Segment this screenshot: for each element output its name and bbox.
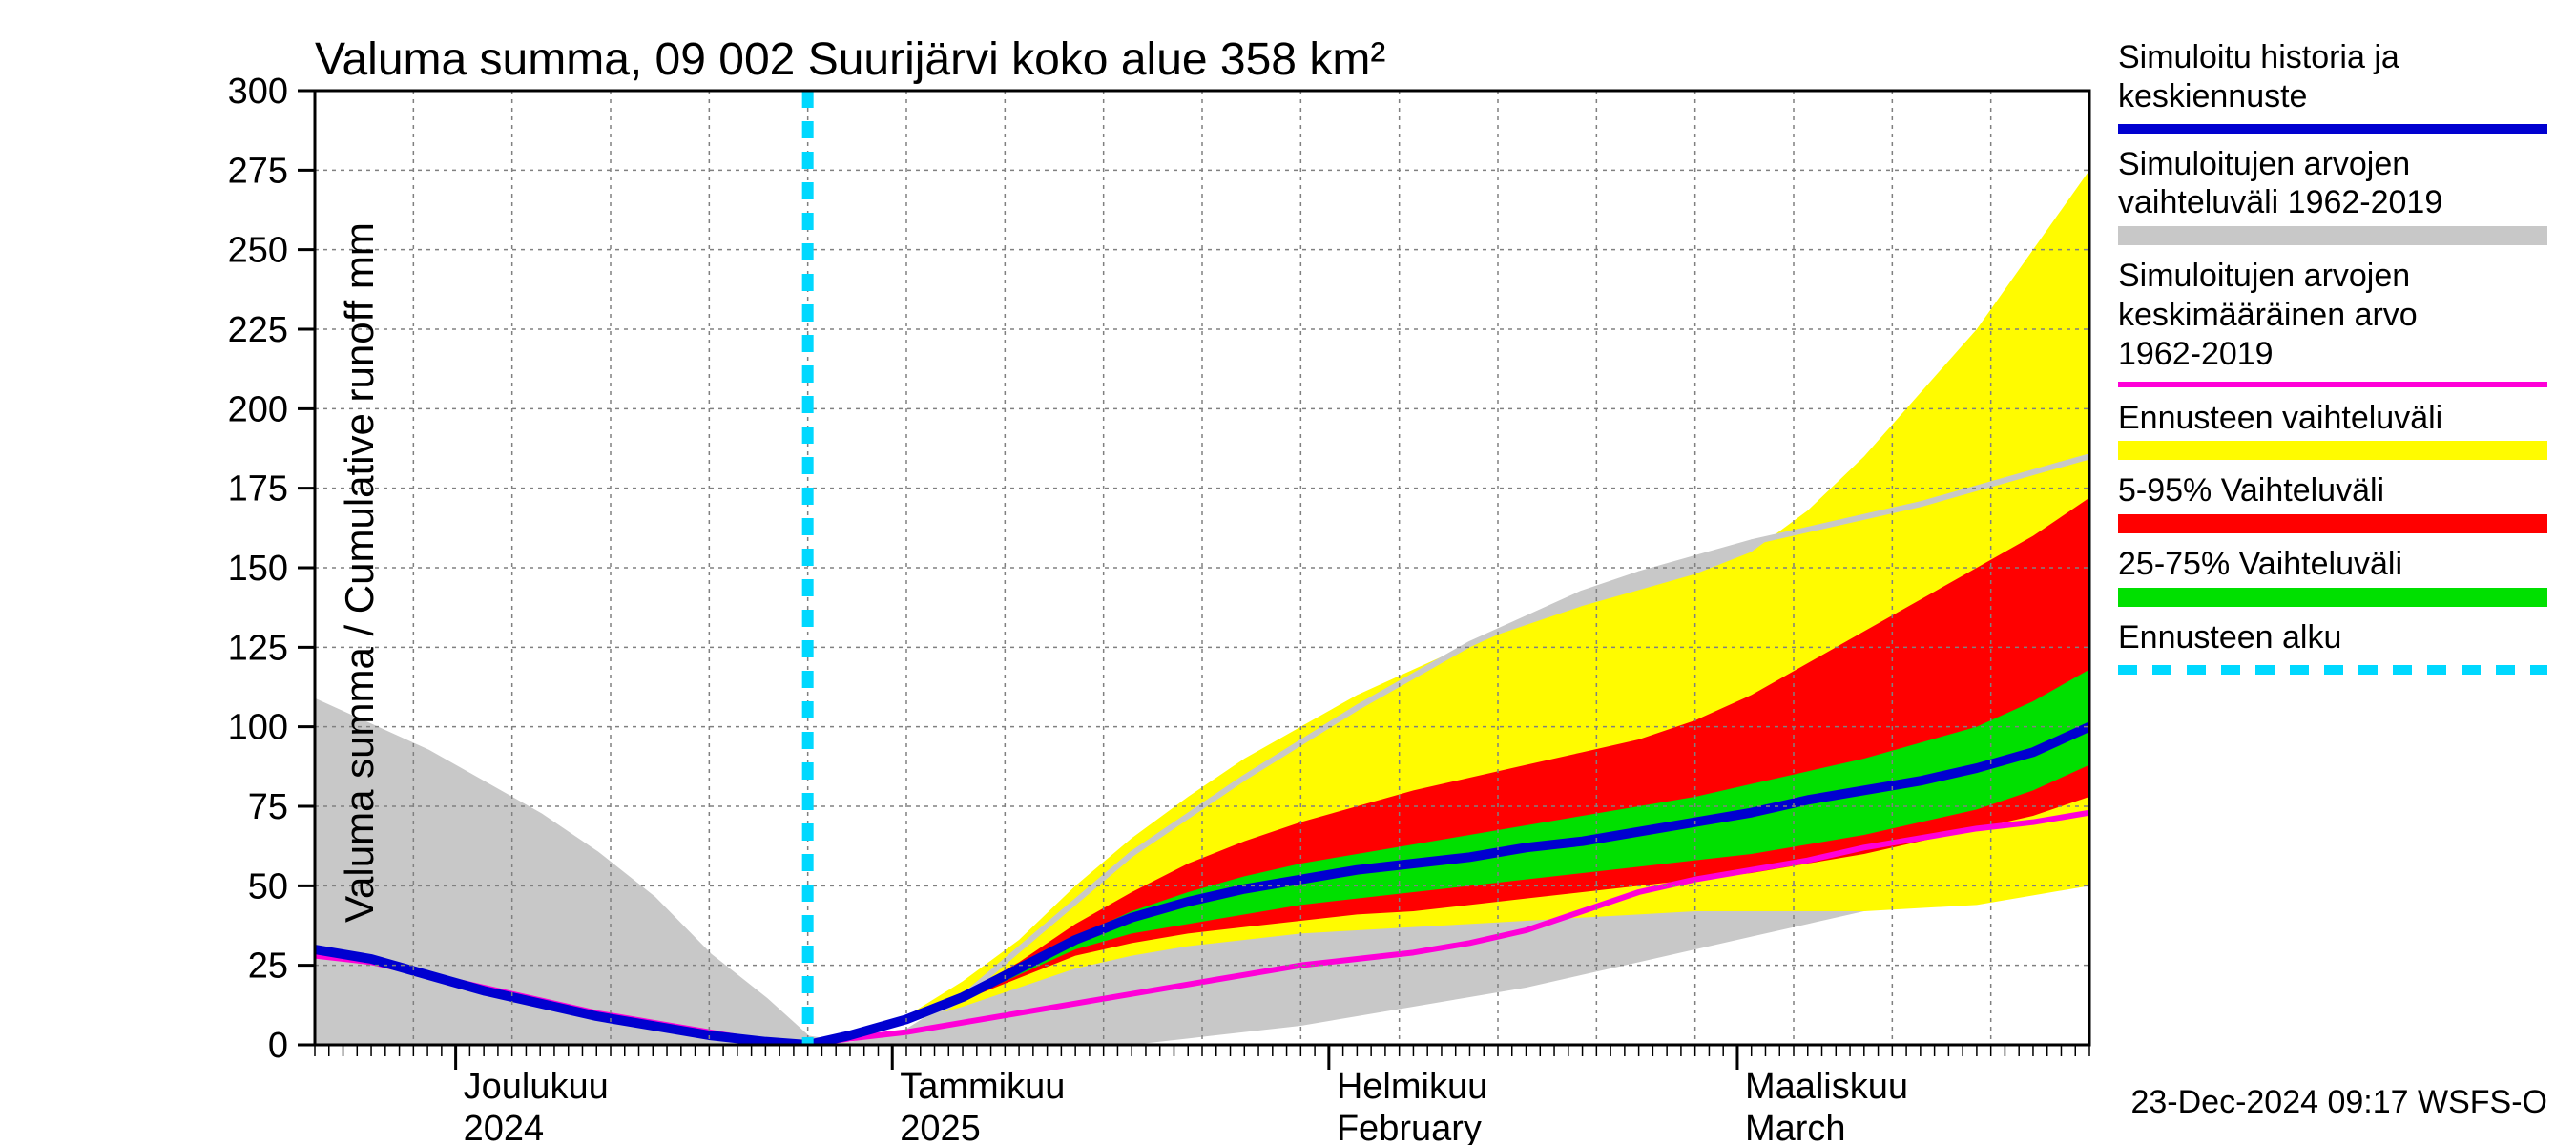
svg-text:250: 250 xyxy=(228,231,288,271)
legend-item: Simuloitujen arvojen vaihteluväli 1962-2… xyxy=(2118,145,2547,246)
timestamp: 23-Dec-2024 09:17 WSFS-O xyxy=(2130,1084,2547,1121)
legend-label: Ennusteen vaihteluväli xyxy=(2118,399,2547,438)
svg-text:150: 150 xyxy=(228,549,288,589)
chart-container: Valuma summa / Cumulative runoff mm Valu… xyxy=(0,0,2576,1145)
svg-text:2024: 2024 xyxy=(464,1109,545,1145)
legend-item: Ennusteen vaihteluväli xyxy=(2118,399,2547,461)
svg-text:50: 50 xyxy=(248,866,288,906)
svg-text:200: 200 xyxy=(228,389,288,429)
legend-label: Simuloitujen arvojen vaihteluväli 1962-2… xyxy=(2118,145,2547,223)
svg-text:0: 0 xyxy=(268,1026,288,1066)
svg-text:75: 75 xyxy=(248,787,288,827)
legend-item: Simuloitujen arvojen keskimääräinen arvo… xyxy=(2118,257,2547,386)
legend-item: 5-95% Vaihteluväli xyxy=(2118,471,2547,533)
svg-text:Tammikuu: Tammikuu xyxy=(900,1067,1065,1107)
svg-text:February: February xyxy=(1337,1109,1482,1145)
svg-text:Joulukuu: Joulukuu xyxy=(464,1067,609,1107)
svg-text:2025: 2025 xyxy=(900,1109,981,1145)
legend-label: Simuloitu historia ja keskiennuste xyxy=(2118,38,2547,116)
y-axis-label: Valuma summa / Cumulative runoff mm xyxy=(337,222,383,923)
svg-text:175: 175 xyxy=(228,469,288,510)
legend: Simuloitu historia ja keskiennuste Simulo… xyxy=(2118,38,2547,686)
legend-swatch xyxy=(2118,665,2547,675)
svg-text:275: 275 xyxy=(228,151,288,191)
legend-swatch xyxy=(2118,124,2547,134)
legend-swatch xyxy=(2118,441,2547,460)
legend-swatch xyxy=(2118,226,2547,245)
legend-label: Ennusteen alku xyxy=(2118,618,2547,657)
svg-text:25: 25 xyxy=(248,947,288,987)
svg-text:100: 100 xyxy=(228,708,288,748)
chart-title: Valuma summa, 09 002 Suurijärvi koko alu… xyxy=(315,33,1385,86)
legend-label: 25-75% Vaihteluväli xyxy=(2118,545,2547,584)
legend-item: Ennusteen alku xyxy=(2118,618,2547,675)
legend-swatch xyxy=(2118,514,2547,533)
svg-text:Maaliskuu: Maaliskuu xyxy=(1745,1067,1908,1107)
svg-text:March: March xyxy=(1745,1109,1846,1145)
svg-text:125: 125 xyxy=(228,628,288,668)
legend-swatch xyxy=(2118,382,2547,387)
legend-item: Simuloitu historia ja keskiennuste xyxy=(2118,38,2547,134)
legend-item: 25-75% Vaihteluväli xyxy=(2118,545,2547,607)
legend-label: Simuloitujen arvojen keskimääräinen arvo… xyxy=(2118,257,2547,373)
legend-label: 5-95% Vaihteluväli xyxy=(2118,471,2547,510)
svg-text:300: 300 xyxy=(228,72,288,112)
svg-text:Helmikuu: Helmikuu xyxy=(1337,1067,1487,1107)
svg-text:225: 225 xyxy=(228,310,288,350)
legend-swatch xyxy=(2118,588,2547,607)
